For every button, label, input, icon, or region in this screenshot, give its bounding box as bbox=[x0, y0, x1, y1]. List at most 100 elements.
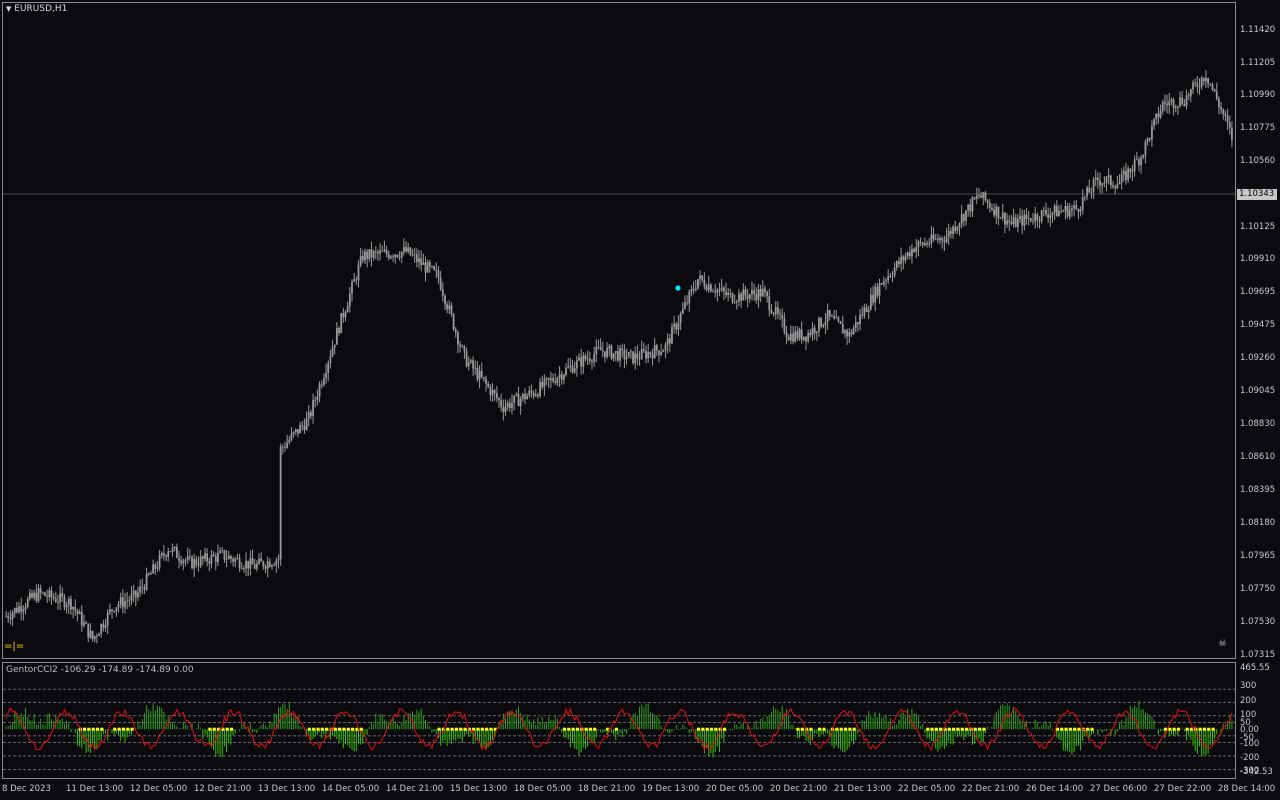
main-chart-panel[interactable] bbox=[2, 2, 1236, 659]
indicator-signal-mark bbox=[588, 727, 592, 731]
cci-indicator-chart[interactable] bbox=[3, 663, 1235, 778]
candle-body bbox=[1016, 219, 1019, 227]
candle-body bbox=[307, 412, 310, 419]
candle-body bbox=[779, 313, 781, 316]
candle-body bbox=[7, 616, 10, 619]
candle-body bbox=[621, 348, 624, 350]
candle-body bbox=[1231, 127, 1233, 140]
candle-body bbox=[586, 358, 589, 360]
candle-body bbox=[863, 307, 866, 316]
candle-body bbox=[642, 349, 645, 351]
candle-body bbox=[230, 556, 232, 559]
time-axis-label: 18 Dec 05:00 bbox=[514, 784, 572, 794]
indicator-signal-mark bbox=[973, 727, 977, 731]
indicator-signal-mark bbox=[696, 727, 701, 731]
candle-body bbox=[668, 338, 671, 344]
candle-body bbox=[789, 333, 792, 341]
candle-body bbox=[612, 353, 615, 359]
candle-body bbox=[744, 289, 747, 296]
triangle-down-icon[interactable]: ▼ bbox=[6, 5, 12, 13]
candle-body bbox=[887, 276, 890, 281]
indicator-signal-mark bbox=[350, 727, 355, 731]
candle-body bbox=[320, 384, 323, 386]
indicator-signal-mark bbox=[1060, 727, 1064, 731]
candle-body bbox=[796, 331, 799, 339]
candle-body bbox=[446, 304, 449, 310]
candle-body bbox=[322, 378, 325, 385]
candle-body bbox=[521, 393, 524, 399]
candle-body bbox=[1001, 212, 1004, 218]
symbol-title[interactable]: ▼ EURUSD,H1 bbox=[6, 4, 67, 14]
price-axis-label: 1.07530 bbox=[1240, 617, 1276, 627]
candle-body bbox=[121, 597, 124, 608]
candle-body bbox=[450, 305, 453, 314]
indicator-signal-mark bbox=[221, 727, 225, 731]
candle-body bbox=[344, 312, 347, 318]
candle-body bbox=[232, 558, 234, 562]
candle-body bbox=[677, 323, 680, 330]
candle-body bbox=[787, 336, 790, 341]
indicator-signal-mark bbox=[446, 727, 450, 731]
time-axis-label: 22 Dec 21:00 bbox=[962, 784, 1020, 794]
candle-body bbox=[368, 249, 371, 259]
candle-body bbox=[1189, 89, 1192, 97]
candle-body bbox=[926, 243, 928, 245]
indicator-signal-mark bbox=[229, 727, 234, 731]
candle-body bbox=[1172, 99, 1175, 109]
candle-body bbox=[178, 557, 180, 561]
candle-body bbox=[1012, 217, 1015, 224]
price-axis-label: 1.09695 bbox=[1240, 287, 1276, 297]
candle-body bbox=[1086, 187, 1088, 197]
candle-body bbox=[400, 251, 403, 258]
indicator-signal-mark bbox=[1064, 727, 1068, 731]
candle-body bbox=[476, 367, 479, 380]
candle-body bbox=[915, 247, 918, 252]
candle-body bbox=[848, 332, 851, 337]
candle-body bbox=[472, 360, 474, 369]
candle-body bbox=[936, 238, 939, 240]
cross-icon[interactable]: ☠ bbox=[1218, 638, 1227, 649]
candlestick-chart[interactable] bbox=[3, 3, 1235, 658]
candle-body bbox=[956, 227, 959, 231]
candle-body bbox=[662, 350, 665, 353]
indicator-signal-mark bbox=[312, 727, 316, 731]
candle-body bbox=[115, 607, 118, 612]
candle-body bbox=[980, 195, 983, 198]
candle-body bbox=[632, 351, 634, 364]
indicator-signal-mark bbox=[722, 727, 727, 731]
symbol-title-label: EURUSD,H1 bbox=[14, 4, 68, 14]
candle-body bbox=[722, 287, 725, 292]
indicator-panel[interactable] bbox=[2, 662, 1236, 779]
indicator-signal-mark bbox=[934, 727, 938, 731]
indicator-signal-mark bbox=[930, 727, 934, 731]
candle-body bbox=[284, 447, 286, 449]
candle-body bbox=[357, 265, 360, 281]
candle-body bbox=[175, 546, 178, 558]
candle-body bbox=[818, 317, 820, 332]
candle-body bbox=[513, 395, 516, 403]
indicator-signal-mark bbox=[485, 727, 489, 731]
candle-body bbox=[742, 289, 745, 301]
candle-body bbox=[1073, 205, 1075, 209]
candle-body bbox=[878, 283, 881, 296]
candle-body bbox=[223, 550, 226, 560]
candle-body bbox=[562, 374, 565, 380]
candle-body bbox=[465, 351, 468, 367]
candle-body bbox=[428, 262, 431, 267]
candle-body bbox=[911, 248, 913, 257]
candle-body bbox=[132, 590, 135, 595]
candle-body bbox=[487, 383, 490, 387]
candle-body bbox=[474, 367, 477, 369]
expert-icon[interactable]: =|= bbox=[4, 641, 25, 652]
candle-body bbox=[351, 281, 353, 294]
candle-body bbox=[556, 378, 559, 384]
candle-body bbox=[1135, 159, 1138, 161]
candle-body bbox=[147, 573, 150, 575]
candle-body bbox=[325, 372, 327, 379]
candle-body bbox=[1196, 83, 1199, 87]
candle-body bbox=[171, 547, 174, 552]
candle-body bbox=[411, 254, 414, 256]
candle-body bbox=[699, 275, 701, 280]
candle-body bbox=[655, 345, 658, 351]
indicator-gridlines bbox=[3, 688, 1235, 770]
